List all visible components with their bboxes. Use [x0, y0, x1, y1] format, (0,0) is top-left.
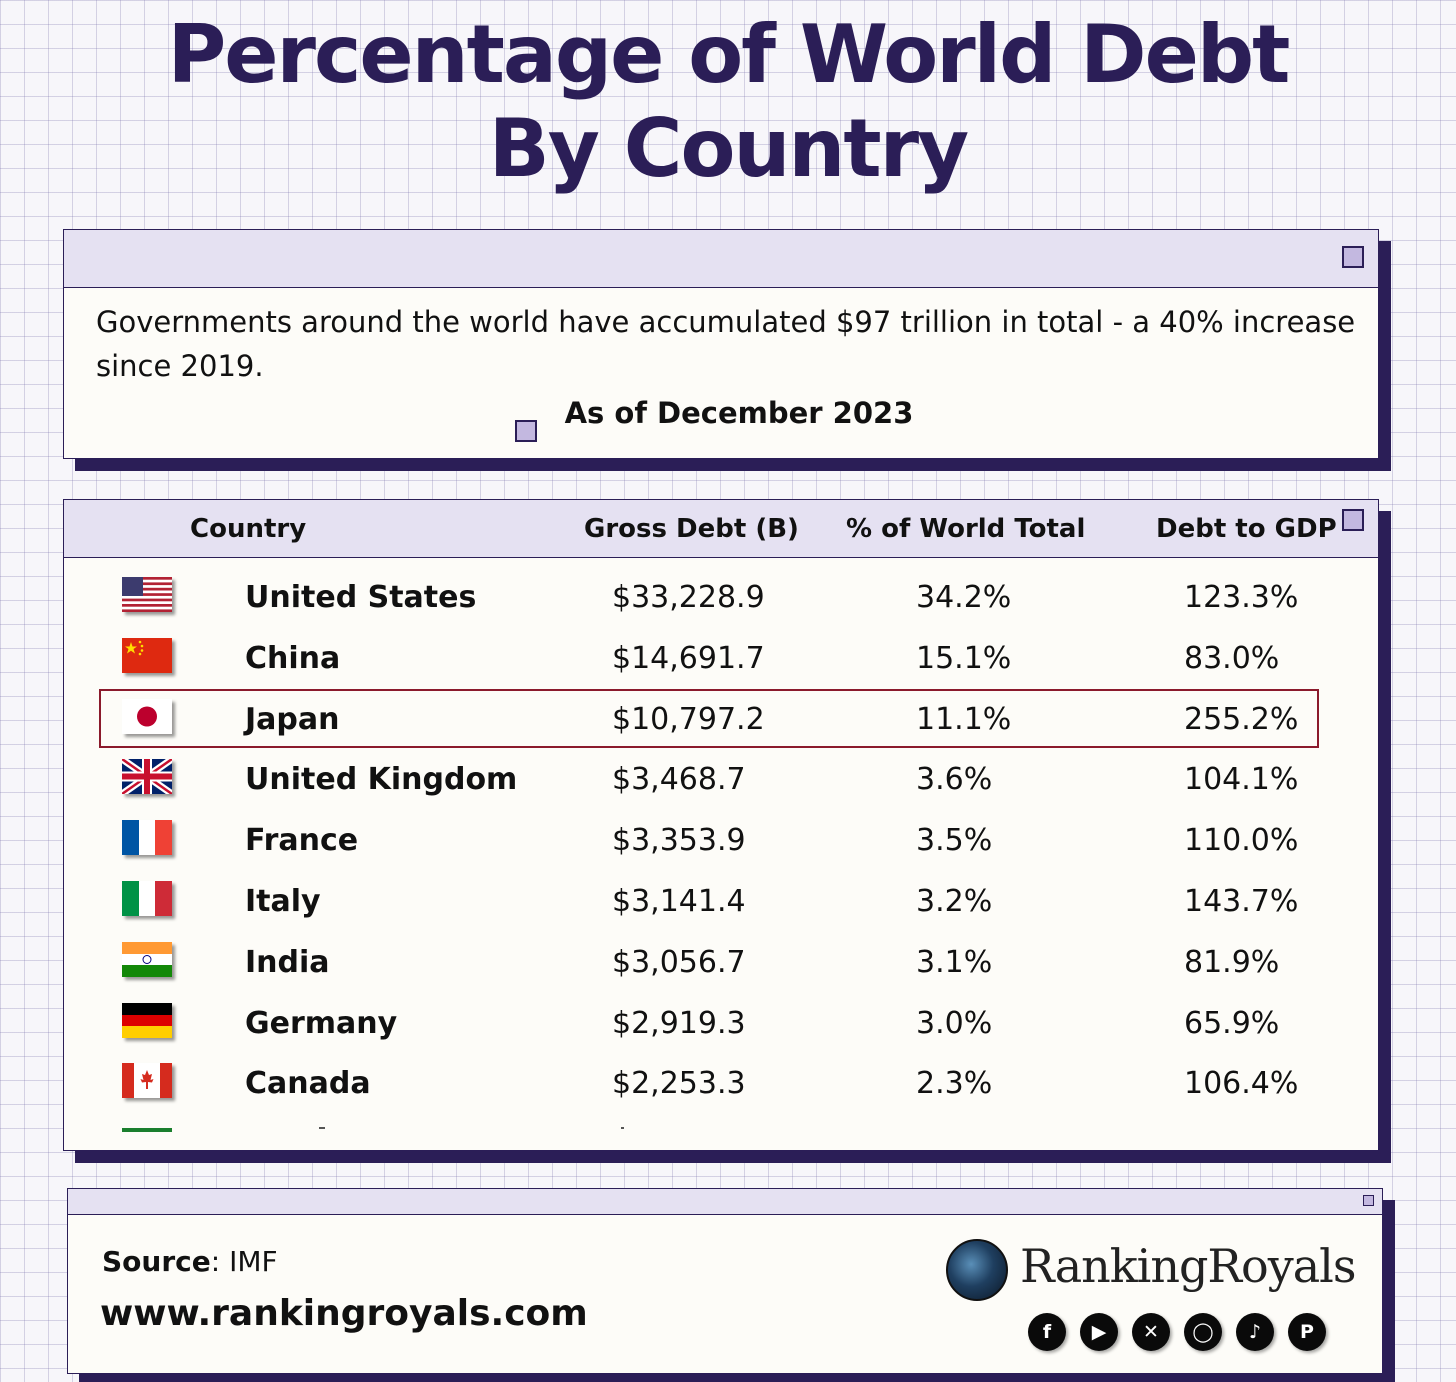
- pct-world-value: 11.1%: [916, 701, 1012, 737]
- debt-gdp-value: 143.7%: [1184, 884, 1299, 919]
- country-name: Japan: [245, 701, 340, 737]
- footer-panel: Source: IMF www.rankingroyals.com Rankin…: [67, 1188, 1383, 1374]
- gross-debt-value: $3,141.4: [612, 884, 746, 919]
- gross-debt-value: $3,353.9: [612, 823, 746, 859]
- italy-flag-icon: [122, 881, 172, 916]
- pct-world-value: 34.2%: [916, 580, 1012, 615]
- window-square-icon: [1342, 246, 1364, 268]
- uk-flag-icon: [122, 759, 172, 795]
- table-row: Canada $2,253.3 2.3% 106.4%: [64, 1054, 1378, 1114]
- intro-panel-titlebar: [64, 230, 1378, 288]
- x-icon[interactable]: ✕: [1132, 1313, 1170, 1351]
- gross-debt-value: $10,797.2: [612, 701, 765, 737]
- brand: RankingRoyals: [946, 1235, 1366, 1305]
- source-credit: Source: IMF: [102, 1245, 278, 1278]
- pct-world-value: 3.2%: [916, 884, 993, 919]
- as-of-label: As of December 2023: [564, 396, 914, 430]
- table-row: Germany $2,919.3 3.0% 65.9%: [64, 994, 1378, 1054]
- intro-panel: Governments around the world have accumu…: [63, 229, 1379, 459]
- debt-table: Country Gross Debt (B) % of World Total …: [63, 499, 1379, 1151]
- bullet-square-icon: [514, 420, 537, 442]
- window-square-icon: [1342, 509, 1364, 531]
- tiktok-icon[interactable]: ♪: [1236, 1313, 1274, 1351]
- country-name: China: [245, 640, 341, 676]
- pct-world-value: 3.6%: [916, 762, 993, 798]
- debt-gdp-value: 83.0%: [1184, 640, 1280, 676]
- debt-gdp-value: 123.3%: [1184, 580, 1299, 615]
- table-row: United States $33,228.9 34.2% 123.3%: [64, 568, 1378, 628]
- table-row: France $3,353.9 3.5% 110.0%: [64, 811, 1378, 871]
- pinterest-icon[interactable]: P: [1288, 1313, 1326, 1351]
- column-header-debt-gdp: Debt to GDP: [1156, 514, 1337, 544]
- table-row: Italy $3,141.4 3.2% 143.7%: [64, 872, 1378, 932]
- debt-gdp-value: 106.4%: [1184, 1066, 1299, 1102]
- instagram-icon[interactable]: ◯: [1184, 1313, 1222, 1351]
- social-links: f ▶ ✕ ◯ ♪ P: [1028, 1313, 1340, 1353]
- ranking-royals-logo-icon: [946, 1239, 1008, 1301]
- country-name: United Kingdom: [245, 762, 518, 798]
- country-name: United States: [245, 580, 477, 615]
- window-square-icon: [1363, 1195, 1374, 1206]
- next-row-value-peek: [621, 1127, 624, 1129]
- country-name: Canada: [245, 1066, 371, 1102]
- next-row-flag-peek: [122, 1128, 172, 1132]
- debt-gdp-value: 65.9%: [1184, 1005, 1280, 1041]
- germany-flag-icon: [122, 1002, 172, 1038]
- country-name: Italy: [245, 884, 321, 919]
- column-header-gross-debt: Gross Debt (B): [584, 514, 799, 544]
- us-flag-icon: [122, 577, 172, 612]
- pct-world-value: 3.5%: [916, 823, 993, 859]
- france-flag-icon: [122, 820, 172, 856]
- country-name: India: [245, 944, 330, 980]
- gross-debt-value: $33,228.9: [612, 580, 765, 615]
- intro-description: Governments around the world have accumu…: [96, 305, 1356, 383]
- table-row: China $14,691.7 15.1% 83.0%: [64, 629, 1378, 689]
- table-header-row: Country Gross Debt (B) % of World Total …: [64, 500, 1378, 558]
- source-label: Source: [102, 1245, 211, 1278]
- table-row: Japan $10,797.2 11.1% 255.2%: [64, 690, 1378, 750]
- pct-world-value: 3.1%: [916, 944, 993, 980]
- japan-flag-icon: [122, 698, 172, 734]
- debt-gdp-value: 81.9%: [1184, 944, 1280, 980]
- gross-debt-value: $2,253.3: [612, 1066, 746, 1102]
- gross-debt-value: $2,919.3: [612, 1005, 746, 1041]
- footer-panel-titlebar: [68, 1189, 1382, 1215]
- title-line-1: Percentage of World Debt: [167, 8, 1291, 101]
- debt-gdp-value: 104.1%: [1184, 762, 1299, 798]
- country-name: France: [245, 823, 359, 859]
- next-row-text-peek: [319, 1127, 325, 1129]
- india-flag-icon: [122, 941, 172, 977]
- website-link[interactable]: www.rankingroyals.com: [100, 1293, 588, 1334]
- table-row: United Kingdom $3,468.7 3.6% 104.1%: [64, 750, 1378, 810]
- china-flag-icon: [122, 637, 172, 673]
- pct-world-value: 2.3%: [916, 1066, 993, 1102]
- brand-name: RankingRoyals: [1020, 1239, 1356, 1293]
- pct-world-value: 15.1%: [916, 640, 1012, 676]
- table-row: India $3,056.7 3.1% 81.9%: [64, 933, 1378, 993]
- page-title: Percentage of World Debt By Country: [0, 8, 1456, 196]
- as-of-date: As of December 2023: [64, 396, 1378, 442]
- gross-debt-value: $14,691.7: [612, 640, 765, 676]
- canada-flag-icon: [122, 1063, 172, 1099]
- facebook-icon[interactable]: f: [1028, 1313, 1066, 1351]
- youtube-icon[interactable]: ▶: [1080, 1313, 1118, 1351]
- title-line-2: By Country: [488, 102, 969, 195]
- japan-highlight-box: [99, 689, 1319, 748]
- country-name: Germany: [245, 1005, 398, 1041]
- source-value: : IMF: [210, 1245, 278, 1278]
- gross-debt-value: $3,468.7: [612, 762, 746, 798]
- column-header-pct-world: % of World Total: [846, 514, 1086, 544]
- debt-gdp-value: 110.0%: [1184, 823, 1299, 859]
- gross-debt-value: $3,056.7: [612, 944, 746, 980]
- column-header-country: Country: [190, 514, 307, 544]
- debt-gdp-value: 255.2%: [1184, 701, 1299, 737]
- pct-world-value: 3.0%: [916, 1005, 993, 1041]
